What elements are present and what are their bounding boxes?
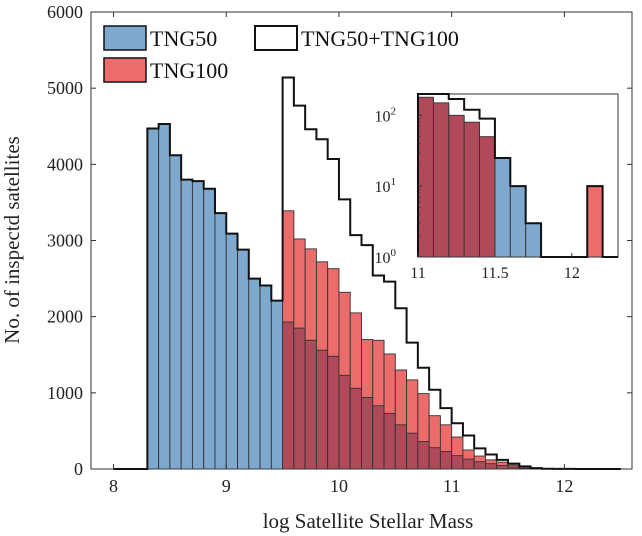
tng50-bar: [248, 278, 261, 470]
overlap-bar: [293, 327, 306, 470]
overlap-bar: [507, 466, 520, 470]
x-tick-label: 12: [555, 476, 573, 496]
overlap-bar: [496, 465, 509, 470]
overlap-bar: [394, 424, 408, 470]
tng50-bar: [169, 154, 182, 470]
overlap-bar: [485, 463, 498, 470]
y-tick-label: 6000: [47, 2, 83, 22]
tng50-bar: [191, 180, 205, 470]
inset-tng50-bar: [509, 185, 527, 258]
overlap-bar: [518, 467, 532, 470]
overlap-bar: [349, 387, 362, 470]
tng50-bar: [180, 179, 193, 470]
inset-overlap-bar: [417, 96, 434, 258]
inset-overlap-bar: [448, 114, 465, 258]
y-tick-label: 1000: [47, 383, 83, 403]
inset-chart: 11 11.5 12 100 101 102: [375, 93, 619, 282]
inset-overlap-bar: [463, 121, 480, 258]
legend-swatch-combined: [254, 25, 298, 51]
legend-label-tng50: TNG50: [150, 26, 217, 51]
inset-overlap-bar: [479, 136, 496, 258]
inset-y-tick-label: 102: [375, 105, 397, 125]
tng50-bar: [237, 249, 250, 470]
tng50-bar: [214, 212, 227, 470]
x-axis-title: log Satellite Stellar Mass: [263, 509, 474, 533]
overlap-bar: [406, 432, 419, 470]
overlap-bar: [451, 455, 464, 470]
legend: TNG50 TNG50+TNG100 TNG100: [103, 25, 459, 83]
inset-combined-outline-line: [417, 93, 618, 258]
y-tick-label: 2000: [47, 307, 83, 327]
inset-combined-outline: [417, 93, 618, 258]
overlap-bar: [439, 451, 453, 470]
x-tick-label: 8: [109, 476, 118, 496]
tng50-bar: [158, 123, 171, 470]
y-tick-label: 5000: [47, 78, 83, 98]
overlap-bar: [315, 349, 329, 470]
inset-y-tick-label: 100: [375, 247, 397, 267]
y-tick-label: 0: [74, 459, 83, 479]
overlap-bar: [282, 321, 295, 470]
overlap-bar: [417, 441, 430, 470]
overlap-bar: [361, 396, 374, 470]
x-tick-label: 10: [330, 476, 348, 496]
overlap-bar: [462, 458, 475, 470]
inset-x-tick-label: 11: [410, 265, 425, 282]
y-axis-title: No. of inspectd satellites: [0, 136, 24, 344]
tng50-bar: [270, 300, 284, 470]
overlap-bar: [338, 374, 351, 470]
inset-axis-ticks: 11 11.5 12 100 101 102: [375, 105, 580, 282]
tng50-bar: [259, 284, 272, 470]
legend-label-combined: TNG50+TNG100: [301, 26, 459, 51]
overlap-bar: [383, 412, 396, 470]
legend-label-tng100: TNG100: [150, 58, 228, 83]
legend-swatch-tng50: [103, 25, 147, 51]
overlap-bar: [372, 405, 385, 470]
inset-x-tick-label: 12: [564, 265, 580, 282]
overlap-bar: [428, 447, 441, 470]
y-tick-label: 4000: [47, 154, 83, 174]
inset-tng50-bar: [494, 157, 511, 258]
overlap-bar: [473, 461, 486, 470]
combined-outline-line: [113, 76, 621, 470]
axis-ticks: 8 9 10 11 12 0 1000 2000 3000 4000 5000 6000: [47, 2, 632, 496]
overlap-bar: [304, 339, 317, 470]
inset-y-tick-label: 101: [375, 176, 397, 196]
inset-tng50-bar: [525, 222, 542, 258]
tng50-bar: [203, 188, 216, 470]
x-tick-label: 11: [443, 476, 460, 496]
inset-overlap-bar: [432, 102, 450, 258]
tng50-bar: [225, 233, 238, 470]
overlap-bar: [327, 355, 340, 470]
tng50-bar: [146, 128, 160, 470]
inset-x-tick-label: 11.5: [481, 265, 508, 282]
legend-swatch-tng100: [103, 57, 147, 83]
combined-outline: [113, 76, 621, 470]
y-tick-label: 3000: [47, 231, 83, 251]
x-tick-label: 9: [222, 476, 231, 496]
inset-tng100-bar: [586, 185, 604, 258]
